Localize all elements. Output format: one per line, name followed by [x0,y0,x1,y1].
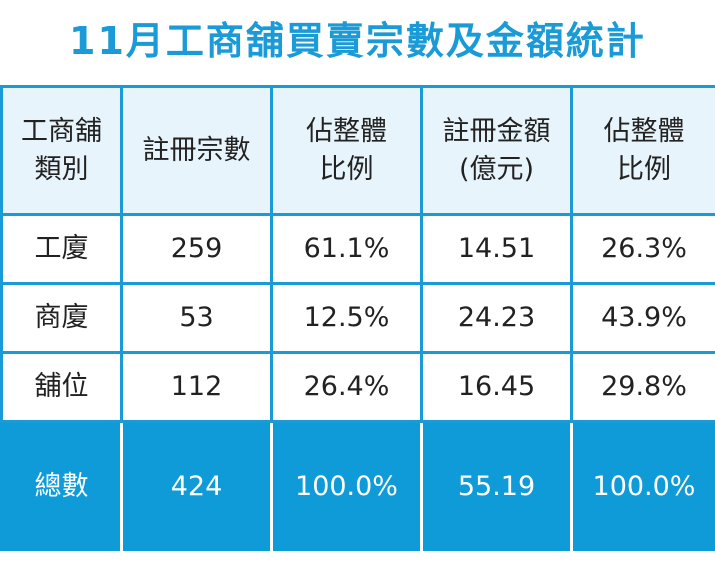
head-cell: 註冊宗數 [120,85,273,216]
body-row: 商廈 53 12.5% 24.23 43.9% [0,282,715,354]
body-cell: 61.1% [270,213,423,285]
body-row: 工廈 259 61.1% 14.51 26.3% [0,213,715,285]
total-cell: 總數 [0,420,123,551]
total-cell: 55.19 [420,420,573,551]
total-cell: 100.0% [570,420,715,551]
body-cell: 工廈 [0,213,123,285]
body-cell: 259 [120,213,273,285]
total-cell: 424 [120,420,273,551]
body-cell: 24.23 [420,282,573,354]
body-row: 舖位 112 26.4% 16.45 29.8% [0,351,715,423]
body-cell: 12.5% [270,282,423,354]
body-cell: 14.51 [420,213,573,285]
head-cell: 佔整體 比例 [270,85,423,216]
title: 11月工商舖買賣宗數及金額統計 [69,19,646,63]
body-cell: 26.4% [270,351,423,423]
body-cell: 16.45 [420,351,573,423]
body-cell: 29.8% [570,351,715,423]
body-cell: 53 [120,282,273,354]
stats-table: 工商舖 類別 註冊宗數 佔整體 比例 註冊金額 (億元) 佔整體 比例 工廈 259 61.1… [0,85,715,551]
total-cell: 100.0% [270,420,423,551]
total-row: 總數 424 100.0% 55.19 100.0% [0,420,715,551]
body-cell: 43.9% [570,282,715,354]
body-cell: 商廈 [0,282,123,354]
body-cell: 26.3% [570,213,715,285]
body-cell: 舖位 [0,351,123,423]
head-cell: 註冊金額 (億元) [420,85,573,216]
body-cell: 112 [120,351,273,423]
head-cell: 佔整體 比例 [570,85,715,216]
head-row: 工商舖 類別 註冊宗數 佔整體 比例 註冊金額 (億元) 佔整體 比例 [0,85,715,216]
head-cell: 工商舖 類別 [0,85,123,216]
